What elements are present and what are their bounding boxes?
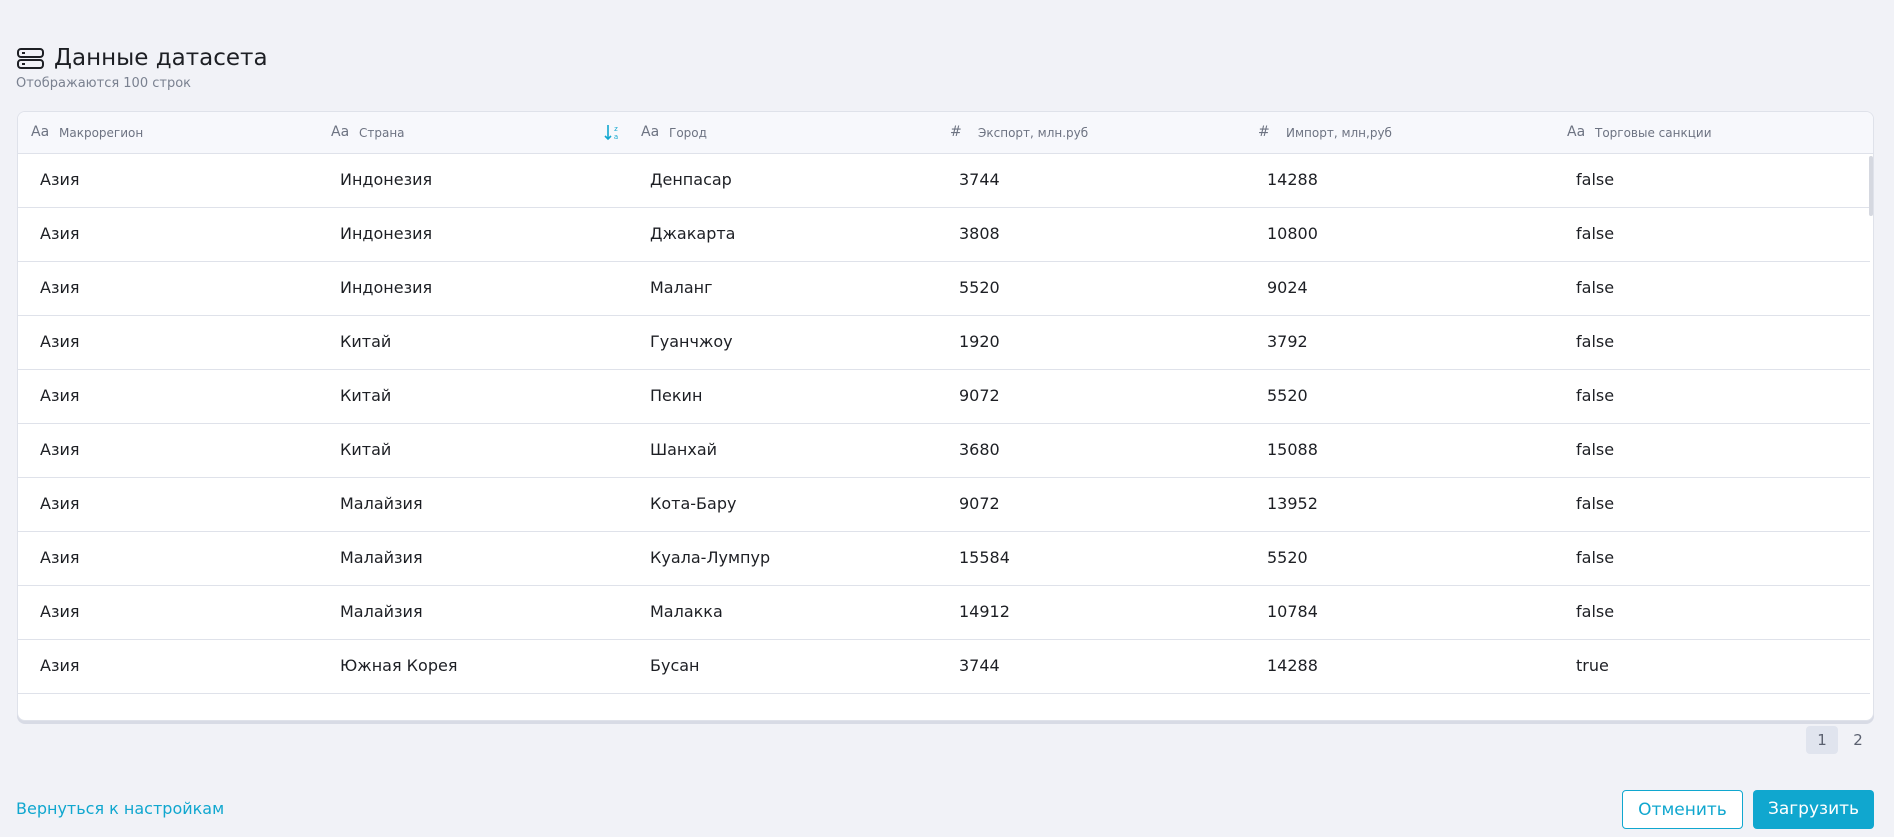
table-cell: Китай <box>340 332 392 351</box>
data-table: z a Aa Макрорегион Aa Страна Aa Город # Экспорт… <box>17 111 1874 721</box>
table-cell: Азия <box>40 656 80 675</box>
table-cell: Азия <box>40 494 80 513</box>
column-type-icon: Aa <box>1567 124 1586 140</box>
table-cell: Малайзия <box>340 548 423 567</box>
column-header[interactable]: Импорт, млн,руб <box>1286 126 1392 140</box>
table-cell: 3808 <box>959 224 1000 243</box>
column-type-icon: Aa <box>331 124 350 140</box>
table-cell: Денпасар <box>650 170 732 189</box>
table-cell: 5520 <box>1267 548 1308 567</box>
table-cell: Китай <box>340 440 392 459</box>
table-cell: Малакка <box>650 602 723 621</box>
column-header[interactable]: Город <box>669 126 707 140</box>
table-row: Азия Малайзия Малакка 14912 10784 false <box>18 585 1870 640</box>
table-cell: 15088 <box>1267 440 1318 459</box>
table-cell: 10800 <box>1267 224 1318 243</box>
table-row: Азия Китай Гуанчжоу 1920 3792 false <box>18 315 1870 370</box>
table-row: Азия Китай Шанхай 3680 15088 false <box>18 423 1870 478</box>
table-cell: Азия <box>40 332 80 351</box>
table-row: Азия Индонезия Джакарта 3808 10800 false <box>18 207 1870 262</box>
table-cell: Бусан <box>650 656 700 675</box>
column-type-icon: Aa <box>31 124 50 140</box>
table-cell: 15584 <box>959 548 1010 567</box>
table-row: Азия Китай Пекин 9072 5520 false <box>18 369 1870 424</box>
svg-text:z: z <box>614 125 618 133</box>
table-cell: false <box>1576 332 1615 351</box>
table-cell: Азия <box>40 548 80 567</box>
table-cell: Куала-Лумпур <box>650 548 771 567</box>
table-cell: false <box>1576 386 1615 405</box>
submit-button[interactable]: Загрузить <box>1753 790 1874 829</box>
table-cell: true <box>1576 656 1609 675</box>
table-row: Азия Южная Корея Бусан 3744 14288 true <box>18 639 1870 694</box>
table-row: Азия Индонезия Денпасар 3744 14288 false <box>18 153 1870 208</box>
table-cell: 5520 <box>959 278 1000 297</box>
table-cell: Азия <box>40 170 80 189</box>
table-cell: Малайзия <box>340 602 423 621</box>
table-cell: Южная Корея <box>340 656 458 675</box>
back-link[interactable]: Вернуться к настройкам <box>16 799 225 818</box>
table-cell: Азия <box>40 278 80 297</box>
column-header[interactable]: Торговые санкции <box>1595 126 1712 140</box>
table-cell: false <box>1576 278 1615 297</box>
dataset-icon <box>17 48 44 69</box>
table-header: z a Aa Макрорегион Aa Страна Aa Город # Экспорт… <box>18 112 1873 154</box>
table-cell: 3744 <box>959 170 1000 189</box>
column-type-icon: # <box>950 124 962 140</box>
table-row: Азия Малайзия Куала-Лумпур 15584 5520 false <box>18 531 1870 586</box>
table-cell: Азия <box>40 602 80 621</box>
scrollbar[interactable] <box>1869 156 1873 216</box>
table-cell: 14288 <box>1267 170 1318 189</box>
table-cell: Гуанчжоу <box>650 332 733 351</box>
table-cell: 1920 <box>959 332 1000 351</box>
table-cell: 14288 <box>1267 656 1318 675</box>
subtitle: Отображаются 100 строк <box>16 76 192 91</box>
column-header[interactable]: Страна <box>359 126 405 140</box>
table-cell: Шанхай <box>650 440 718 459</box>
cancel-button[interactable]: Отменить <box>1622 790 1743 829</box>
table-cell: Азия <box>40 224 80 243</box>
sort-icon[interactable]: z a <box>604 124 620 141</box>
table-cell: Индонезия <box>340 278 433 297</box>
table-cell: false <box>1576 170 1615 189</box>
column-header[interactable]: Макрорегион <box>59 126 144 140</box>
table-cell: 9072 <box>959 494 1000 513</box>
table-cell: 5520 <box>1267 386 1308 405</box>
table-cell: 10784 <box>1267 602 1318 621</box>
table-cell: Джакарта <box>650 224 736 243</box>
table-cell: 3680 <box>959 440 1000 459</box>
table-cell: Азия <box>40 440 80 459</box>
table-row: Азия Малайзия Кота-Бару 9072 13952 false <box>18 477 1870 532</box>
table-cell: 9072 <box>959 386 1000 405</box>
page-button[interactable]: 2 <box>1853 731 1863 749</box>
table-cell: false <box>1576 224 1615 243</box>
table-cell: Малайзия <box>340 494 423 513</box>
table-cell: 9024 <box>1267 278 1308 297</box>
table-row: Азия Индонезия Маланг 5520 9024 false <box>18 261 1870 316</box>
column-header[interactable]: Экспорт, млн.руб <box>978 126 1089 140</box>
svg-text:a: a <box>614 133 618 141</box>
table-cell: false <box>1576 602 1615 621</box>
table-cell: Индонезия <box>340 224 433 243</box>
column-type-icon: # <box>1258 124 1270 140</box>
table-cell: false <box>1576 494 1615 513</box>
table-cell: Азия <box>40 386 80 405</box>
table-cell: 3792 <box>1267 332 1308 351</box>
table-cell: 13952 <box>1267 494 1318 513</box>
table-cell: 3744 <box>959 656 1000 675</box>
table-cell: Пекин <box>650 386 703 405</box>
table-cell: false <box>1576 440 1615 459</box>
title: Данные датасета <box>54 45 268 71</box>
table-cell: Китай <box>340 386 392 405</box>
page-button[interactable]: 1 <box>1806 726 1838 754</box>
column-type-icon: Aa <box>641 124 660 140</box>
table-cell: Маланг <box>650 278 713 297</box>
table-cell: 14912 <box>959 602 1010 621</box>
table-cell: false <box>1576 548 1615 567</box>
table-cell: Индонезия <box>340 170 433 189</box>
table-cell: Кота-Бару <box>650 494 737 513</box>
